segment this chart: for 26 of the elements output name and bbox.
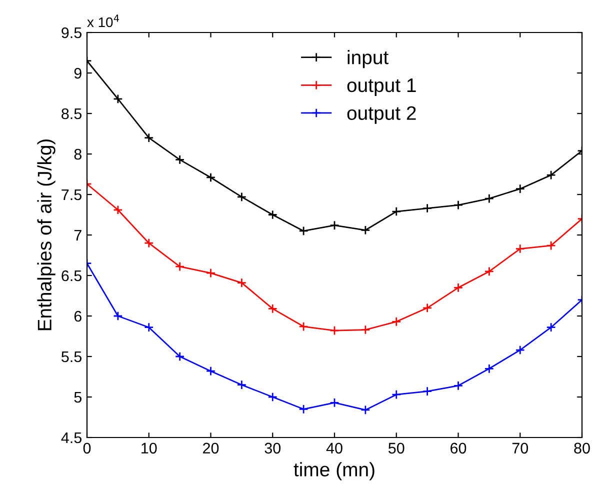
y-axis-title: Enthalpies of air (J/kg) <box>37 139 56 330</box>
x-tick-label: 10 <box>142 442 157 454</box>
x-tick-label: 20 <box>203 442 219 454</box>
text: x 10$^{4}$ <box>87 14 120 28</box>
y-tick-label: 5.5 <box>62 352 82 362</box>
y-tick-label: 6 <box>74 310 82 322</box>
y-tick-label: 9.5 <box>62 27 82 38</box>
y-tick-label: 7.5 <box>62 190 82 200</box>
x-tick-label: 40 <box>326 442 342 454</box>
x-tick-label: 60 <box>450 442 466 454</box>
y-tick-label: 4.5 <box>61 432 82 444</box>
y-tick-label: 5 <box>74 392 82 403</box>
y-tick-label: 6.5 <box>62 270 82 282</box>
x-tick-label: 0 <box>83 442 91 454</box>
x-axis-title: time (mn) <box>294 462 374 480</box>
legend-label: output 2 <box>347 106 416 124</box>
legend-label: input <box>348 50 388 68</box>
x-tick-label: 30 <box>264 442 281 454</box>
y-tick-label: 7 <box>74 230 82 241</box>
y-tick-label: 9 <box>74 68 82 79</box>
y-tick-label: 8.5 <box>62 108 82 120</box>
x-tick-label: 50 <box>388 442 404 454</box>
legend-label: output 1 <box>347 78 416 96</box>
y-tick-label: 8 <box>74 148 82 160</box>
x-tick-label: 80 <box>574 442 590 454</box>
x-tick-label: 70 <box>512 442 528 454</box>
